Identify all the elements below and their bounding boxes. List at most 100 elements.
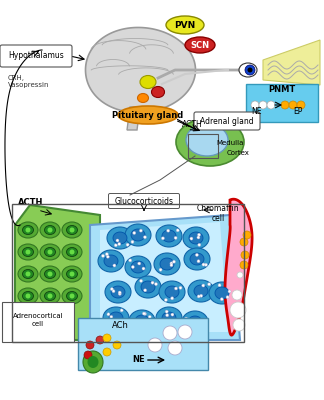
- Ellipse shape: [183, 227, 209, 249]
- Text: ACTH: ACTH: [18, 198, 43, 207]
- Ellipse shape: [44, 226, 55, 234]
- Ellipse shape: [189, 232, 203, 244]
- Text: Cortex: Cortex: [226, 150, 249, 156]
- Circle shape: [186, 328, 189, 331]
- Circle shape: [202, 263, 205, 266]
- Ellipse shape: [182, 311, 208, 333]
- FancyBboxPatch shape: [194, 112, 260, 130]
- Circle shape: [118, 242, 121, 246]
- Circle shape: [139, 229, 143, 232]
- Ellipse shape: [188, 316, 202, 328]
- Circle shape: [48, 272, 52, 276]
- Ellipse shape: [44, 292, 55, 300]
- Circle shape: [248, 68, 252, 72]
- FancyBboxPatch shape: [2, 302, 74, 342]
- Circle shape: [232, 290, 242, 300]
- Circle shape: [198, 243, 201, 246]
- FancyBboxPatch shape: [246, 84, 318, 122]
- Ellipse shape: [176, 118, 244, 166]
- Ellipse shape: [44, 270, 55, 278]
- Ellipse shape: [156, 307, 182, 329]
- Circle shape: [140, 279, 143, 282]
- Ellipse shape: [159, 281, 185, 303]
- Ellipse shape: [188, 280, 214, 302]
- Circle shape: [281, 101, 289, 109]
- Circle shape: [166, 314, 169, 317]
- Circle shape: [26, 272, 30, 276]
- Circle shape: [297, 101, 305, 109]
- Circle shape: [26, 250, 30, 254]
- Ellipse shape: [125, 224, 151, 246]
- Ellipse shape: [18, 310, 38, 326]
- Ellipse shape: [22, 270, 33, 278]
- Ellipse shape: [87, 356, 98, 368]
- Circle shape: [259, 101, 267, 109]
- Ellipse shape: [22, 314, 33, 322]
- Ellipse shape: [239, 63, 257, 77]
- Ellipse shape: [103, 307, 129, 329]
- Ellipse shape: [40, 310, 60, 326]
- Circle shape: [167, 320, 170, 324]
- Polygon shape: [225, 199, 252, 335]
- Ellipse shape: [165, 286, 179, 298]
- Ellipse shape: [135, 315, 149, 327]
- Circle shape: [116, 239, 119, 242]
- Circle shape: [179, 286, 182, 289]
- Circle shape: [237, 272, 243, 278]
- Ellipse shape: [44, 314, 55, 322]
- Circle shape: [144, 236, 146, 239]
- Ellipse shape: [140, 76, 156, 88]
- Text: Medulla: Medulla: [216, 140, 244, 146]
- Circle shape: [226, 296, 229, 299]
- Circle shape: [170, 264, 173, 267]
- Circle shape: [48, 228, 52, 232]
- Ellipse shape: [40, 266, 60, 282]
- Circle shape: [142, 267, 145, 270]
- Ellipse shape: [162, 230, 176, 242]
- Circle shape: [289, 101, 297, 109]
- FancyBboxPatch shape: [109, 194, 179, 208]
- Circle shape: [251, 101, 259, 109]
- Ellipse shape: [62, 222, 82, 238]
- Text: PNMT: PNMT: [268, 86, 295, 94]
- Polygon shape: [127, 107, 140, 130]
- Circle shape: [168, 341, 182, 355]
- Circle shape: [186, 328, 189, 330]
- Circle shape: [161, 237, 164, 240]
- Circle shape: [70, 294, 75, 298]
- Text: NE: NE: [252, 108, 262, 116]
- Circle shape: [230, 302, 246, 318]
- Circle shape: [70, 250, 75, 254]
- Circle shape: [115, 322, 118, 326]
- Circle shape: [48, 294, 52, 298]
- Circle shape: [112, 290, 115, 293]
- Ellipse shape: [209, 282, 235, 304]
- Circle shape: [105, 253, 108, 256]
- Text: Chromaffin
cell: Chromaffin cell: [197, 204, 239, 223]
- Circle shape: [195, 254, 198, 256]
- Circle shape: [185, 317, 188, 320]
- Circle shape: [96, 336, 104, 344]
- Circle shape: [204, 263, 207, 266]
- Ellipse shape: [185, 37, 215, 53]
- Circle shape: [106, 255, 109, 258]
- Ellipse shape: [18, 222, 38, 238]
- Circle shape: [267, 101, 275, 109]
- Circle shape: [114, 244, 117, 247]
- Circle shape: [208, 283, 211, 286]
- Ellipse shape: [44, 248, 55, 256]
- Ellipse shape: [111, 286, 125, 298]
- Ellipse shape: [107, 227, 133, 249]
- Circle shape: [48, 250, 52, 254]
- Ellipse shape: [135, 276, 161, 298]
- Text: CRH,
Vasopressin: CRH, Vasopressin: [8, 75, 50, 88]
- Text: Pituitary gland: Pituitary gland: [112, 110, 184, 120]
- Ellipse shape: [141, 281, 155, 293]
- Circle shape: [240, 238, 248, 246]
- Circle shape: [126, 243, 129, 246]
- Ellipse shape: [137, 94, 148, 102]
- Polygon shape: [90, 215, 240, 340]
- Circle shape: [174, 236, 177, 240]
- Circle shape: [103, 334, 111, 342]
- Ellipse shape: [66, 248, 77, 256]
